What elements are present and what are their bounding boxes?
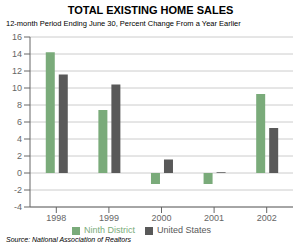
svg-text:-2: -2	[14, 185, 22, 195]
html-text:12-month Period Ending June 30: 12-month Period Ending June 30, Percent …	[6, 19, 241, 28]
svg-text:1998: 1998	[46, 213, 66, 223]
svg-text:14: 14	[12, 49, 22, 59]
svg-text:2: 2	[17, 151, 22, 161]
svg-text:2002: 2002	[257, 213, 277, 223]
svg-text:4: 4	[17, 134, 22, 144]
svg-text:10: 10	[12, 83, 22, 93]
svg-text:2000: 2000	[151, 213, 171, 223]
html-text:Ninth District: Ninth District	[84, 225, 135, 235]
svg-text:-4: -4	[14, 202, 22, 212]
svg-text:2001: 2001	[204, 213, 224, 223]
html-text:United States: United States	[157, 225, 211, 235]
svg-text:0: 0	[17, 168, 22, 178]
html-text:Source: National Association o: Source: National Association of Realtors	[6, 236, 131, 243]
svg-text:6: 6	[17, 117, 22, 127]
svg-text:8: 8	[17, 100, 22, 110]
svg-text:16: 16	[12, 32, 22, 42]
svg-text:1999: 1999	[99, 213, 119, 223]
html-text:TOTAL EXISTING HOME SALES: TOTAL EXISTING HOME SALES	[67, 4, 234, 16]
svg-text:12: 12	[12, 66, 22, 76]
